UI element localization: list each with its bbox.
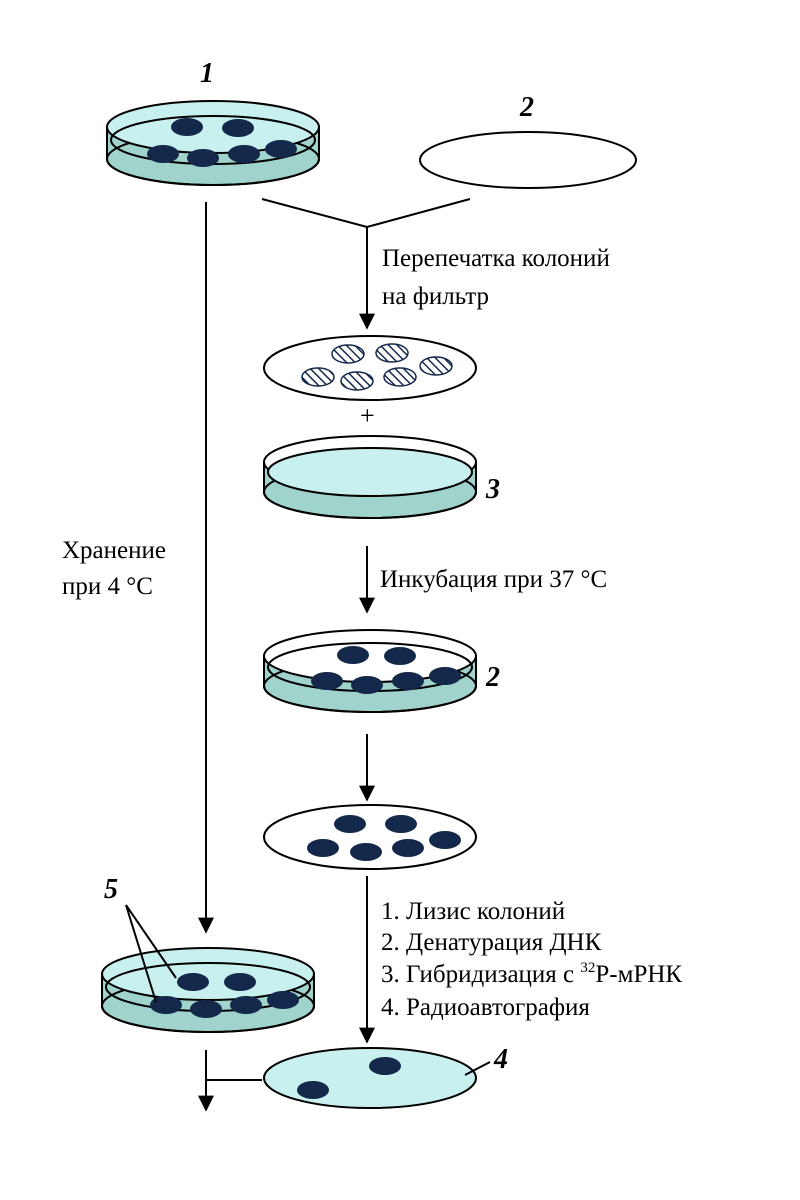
storage-line2: при 4 °С bbox=[62, 573, 153, 600]
step-incubation: Инкубация при 37 °С bbox=[380, 566, 607, 593]
stored-dish bbox=[101, 947, 315, 1033]
label-dish-3: 3 bbox=[485, 474, 500, 505]
bottom-connector bbox=[198, 1050, 262, 1112]
master-dish bbox=[106, 100, 320, 186]
label-dish-2b: 2 bbox=[485, 662, 500, 693]
colony-group bbox=[147, 118, 297, 167]
label-dish-1: 1 bbox=[200, 58, 214, 89]
colony-filter bbox=[263, 804, 477, 870]
step-autoradiography: 4. Радиоавтография bbox=[381, 994, 590, 1021]
label-4-pointer bbox=[464, 1061, 491, 1076]
colony-group bbox=[150, 973, 299, 1018]
step-replica-line1: Перепечатка колоний bbox=[382, 245, 610, 272]
label-filter-4: 4 bbox=[493, 1044, 508, 1075]
step-denaturation: 2. Денатурация ДНК bbox=[381, 929, 602, 956]
plus-sign: + bbox=[360, 401, 375, 430]
label-5-pointers bbox=[125, 904, 177, 1003]
label-dish-5: 5 bbox=[104, 874, 118, 905]
step-hybridization: 3. Гибридизация с 32Р-мРНК bbox=[381, 960, 682, 988]
merge-connector bbox=[261, 198, 471, 330]
step-replica-line2: на фильтр bbox=[382, 283, 489, 310]
storage-line1: Хранение bbox=[62, 537, 166, 564]
label-filter-2: 2 bbox=[519, 92, 534, 123]
blank-filter bbox=[419, 131, 637, 189]
colony-group bbox=[311, 646, 461, 694]
step-lysis: 1. Лизис колоний bbox=[381, 898, 565, 925]
incubated-dish bbox=[263, 629, 477, 713]
medium-dish bbox=[263, 435, 477, 519]
autoradiograph-filter bbox=[263, 1047, 477, 1109]
replica-filter bbox=[263, 335, 477, 401]
